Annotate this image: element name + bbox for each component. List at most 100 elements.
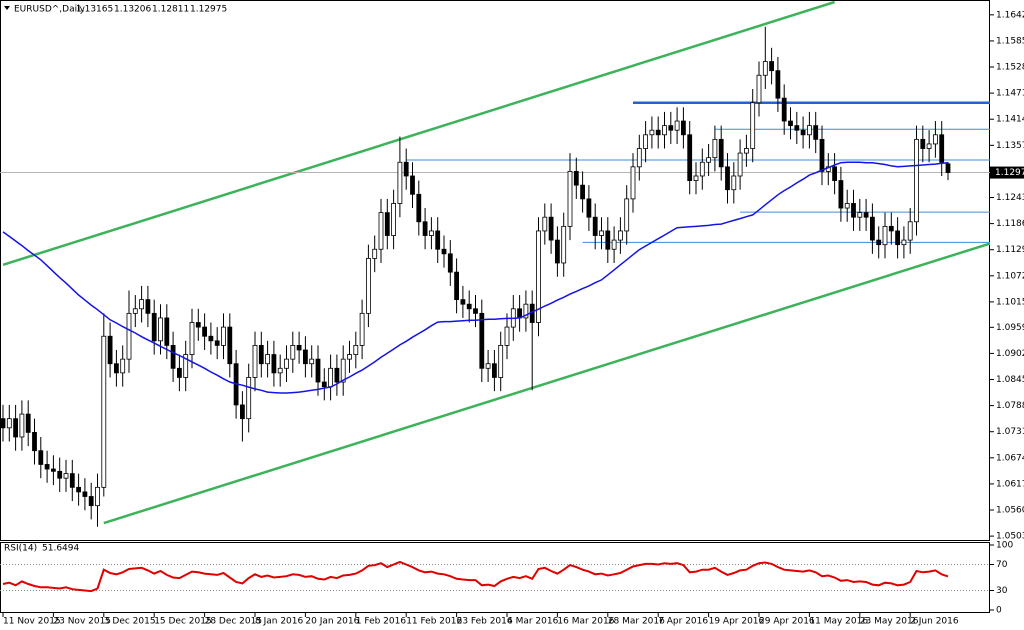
y-tick-label: 1.15280	[996, 63, 1024, 73]
candle-body	[882, 225, 888, 246]
x-tick-label: 11 Nov 2015	[3, 617, 61, 627]
candle-body	[769, 61, 774, 72]
candle-body	[265, 354, 271, 365]
candle-body	[170, 345, 176, 369]
rsi-tick-label: 70	[996, 560, 1008, 570]
candle-body	[107, 335, 113, 365]
candle-body	[939, 134, 945, 163]
candle-body	[101, 335, 107, 488]
candle-body	[907, 221, 913, 241]
candle-body	[139, 299, 145, 310]
candle-body	[69, 473, 75, 488]
moving-average	[2, 161, 949, 394]
candle-body	[214, 340, 220, 346]
candle-body	[473, 308, 478, 314]
candle-body	[454, 271, 460, 301]
candle-body	[277, 367, 283, 374]
x-tick-label: 19 Apr 2016	[709, 617, 765, 627]
candle-body	[573, 171, 579, 186]
candle-body	[750, 102, 756, 149]
x-tick-label: 23 Nov 2015	[53, 617, 111, 627]
candle-body	[76, 486, 81, 493]
candle-body	[347, 354, 352, 360]
candle-body	[416, 193, 422, 223]
candle-body	[0, 418, 6, 429]
y-tick-label: 1.14710	[996, 89, 1024, 99]
candle-body	[618, 230, 623, 241]
header-low: 1.12811	[152, 5, 189, 15]
candle-body	[844, 203, 850, 209]
candle-body	[227, 326, 233, 365]
y-tick-label: 1.06175	[996, 479, 1024, 489]
candle-body	[555, 239, 560, 264]
candle-body	[832, 166, 837, 181]
rsi-plot	[0, 560, 990, 593]
rsi-panel	[0, 542, 990, 613]
y-tick-label: 1.09595	[996, 323, 1024, 333]
candle-body	[428, 230, 434, 236]
candle-body	[712, 138, 718, 159]
candle-body	[876, 239, 882, 246]
candle-body	[599, 230, 604, 236]
candle-body	[479, 312, 485, 369]
trend-line	[103, 242, 990, 525]
candle-body	[25, 413, 31, 433]
x-tick-label: 16 Mar 2016	[557, 617, 614, 627]
candle-body	[132, 308, 138, 314]
candle-body	[649, 129, 655, 136]
y-tick-label: 1.14140	[996, 115, 1024, 125]
candle-body	[246, 377, 252, 420]
candle-body	[19, 413, 25, 438]
candle-body	[391, 203, 397, 236]
candle-body	[183, 354, 189, 378]
candle-body	[851, 203, 856, 218]
candle-body	[38, 450, 44, 465]
candle-body	[580, 184, 585, 200]
candle-body	[548, 216, 554, 241]
candle-body	[88, 496, 94, 507]
y-tick-label: 1.12430	[996, 193, 1024, 203]
x-tick-label: 11 May 2016	[809, 617, 868, 627]
candle-body	[95, 486, 100, 507]
price-panel	[0, 0, 990, 541]
candle-body	[523, 303, 529, 319]
candle-body	[863, 212, 869, 218]
candle-body	[636, 148, 642, 168]
price-box-label: 1.12975	[995, 168, 1024, 178]
candle-body	[762, 61, 768, 76]
menu-arrow[interactable]	[4, 6, 10, 10]
y-tick-label: 1.07315	[996, 427, 1024, 437]
candle-body	[353, 345, 359, 355]
candle-body	[208, 335, 214, 342]
candle-body	[384, 212, 390, 236]
candle-body	[151, 312, 157, 342]
y-tick-label: 1.11860	[996, 219, 1024, 229]
candle-body	[674, 120, 680, 131]
y-tick-label: 1.07885	[996, 401, 1024, 411]
candle-body	[315, 358, 321, 383]
price-plot	[0, 1, 990, 527]
rsi-tick-label: 0	[996, 606, 1002, 616]
candle-body	[870, 216, 875, 241]
candle-body	[340, 358, 346, 383]
candle-body	[693, 175, 699, 181]
candle-body	[775, 70, 781, 99]
candle-body	[592, 216, 598, 236]
header-close: 1.12975	[190, 5, 227, 15]
candle-body	[195, 322, 201, 328]
candle-body	[158, 317, 163, 342]
candle-body	[44, 464, 50, 470]
candle-body	[813, 125, 819, 140]
candle-body	[284, 358, 289, 369]
candle-body	[221, 326, 226, 346]
axes: 1.16420 1.15850 1.15280 1.14710 1.14140 1.135…	[2, 10, 1024, 627]
candle-body	[63, 473, 69, 479]
candle-body	[403, 161, 409, 177]
candle-body	[126, 312, 132, 360]
candle-body	[441, 248, 447, 255]
candle-body	[202, 326, 208, 337]
candle-body	[491, 363, 497, 378]
candle-body	[302, 349, 308, 365]
candle-body	[460, 299, 466, 305]
